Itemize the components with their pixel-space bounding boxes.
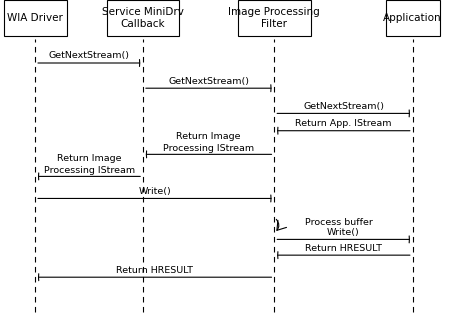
Text: Processing IStream: Processing IStream (44, 166, 135, 175)
Text: GetNextStream(): GetNextStream() (303, 102, 384, 111)
Text: GetNextStream(): GetNextStream() (49, 51, 129, 60)
Text: GetNextStream(): GetNextStream() (168, 77, 249, 86)
Text: Return Image: Return Image (176, 132, 241, 141)
Bar (3, 0, 67, 36)
FancyArrowPatch shape (276, 219, 287, 230)
Bar (106, 0, 179, 36)
Text: Return HRESULT: Return HRESULT (305, 243, 382, 253)
Text: Return HRESULT: Return HRESULT (116, 266, 193, 275)
Text: Application: Application (383, 13, 442, 23)
Text: Process buffer: Process buffer (305, 218, 373, 226)
Text: WIA Driver: WIA Driver (7, 13, 63, 23)
Text: Return App. IStream: Return App. IStream (295, 119, 392, 128)
Text: Write(): Write() (138, 187, 171, 196)
Text: Image Processing
Filter: Image Processing Filter (228, 7, 320, 29)
Bar (238, 0, 310, 36)
Text: Service MiniDrv
Callback: Service MiniDrv Callback (102, 7, 184, 29)
Bar (386, 0, 439, 36)
Text: Return Image: Return Image (57, 154, 121, 163)
Text: Write(): Write() (327, 228, 360, 237)
Text: Processing IStream: Processing IStream (163, 144, 254, 153)
